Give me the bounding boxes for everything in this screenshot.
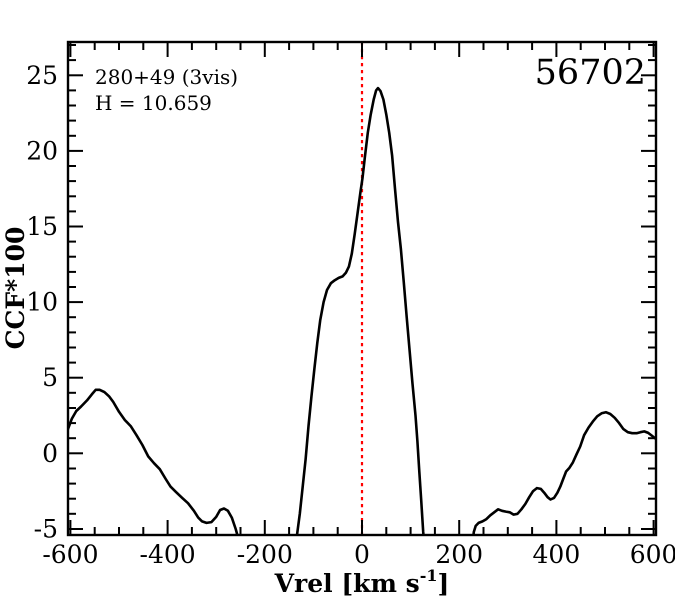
x-tick-label: 200 [435, 540, 483, 569]
x-tick-label: -200 [237, 540, 293, 569]
y-tick-labels: -5 0 5 10 15 20 25 [26, 61, 58, 544]
ccf-curve-segment [472, 410, 656, 535]
x-axis-title-main: Vrel [km s [274, 569, 420, 598]
ccf-curve-group [68, 86, 656, 535]
target-annotation: 280+49 (3vis) [95, 65, 238, 89]
ccf-curve-segment [295, 86, 425, 535]
x-tick-label: 0 [354, 540, 370, 569]
field-id-label: 56702 [535, 53, 646, 93]
x-tick-label: 400 [533, 540, 581, 569]
y-tick-label: 0 [42, 439, 58, 468]
x-tick-label: -600 [42, 540, 98, 569]
y-axis-title: CCF*100 [1, 227, 30, 350]
x-axis-title: Vrel [km s-1] [274, 566, 450, 598]
x-tick-label: -400 [140, 540, 196, 569]
ccf-curve-segment [68, 388, 239, 535]
x-axis-title-close: ] [438, 569, 450, 598]
y-tick-label: -5 [34, 515, 58, 544]
hmag-annotation: H = 10.659 [95, 91, 212, 115]
y-tick-label: 25 [26, 61, 58, 90]
y-tick-label: 5 [42, 363, 58, 392]
y-tick-label: 20 [26, 136, 58, 165]
axis-ticks [68, 42, 656, 535]
y-tick-label: 15 [26, 212, 58, 241]
x-tick-label: 600 [630, 540, 675, 569]
x-tick-labels: -600 -400 -200 0 200 400 600 [42, 540, 675, 569]
x-axis-title-superscript: -1 [420, 566, 438, 585]
y-tick-label: 10 [26, 288, 58, 317]
